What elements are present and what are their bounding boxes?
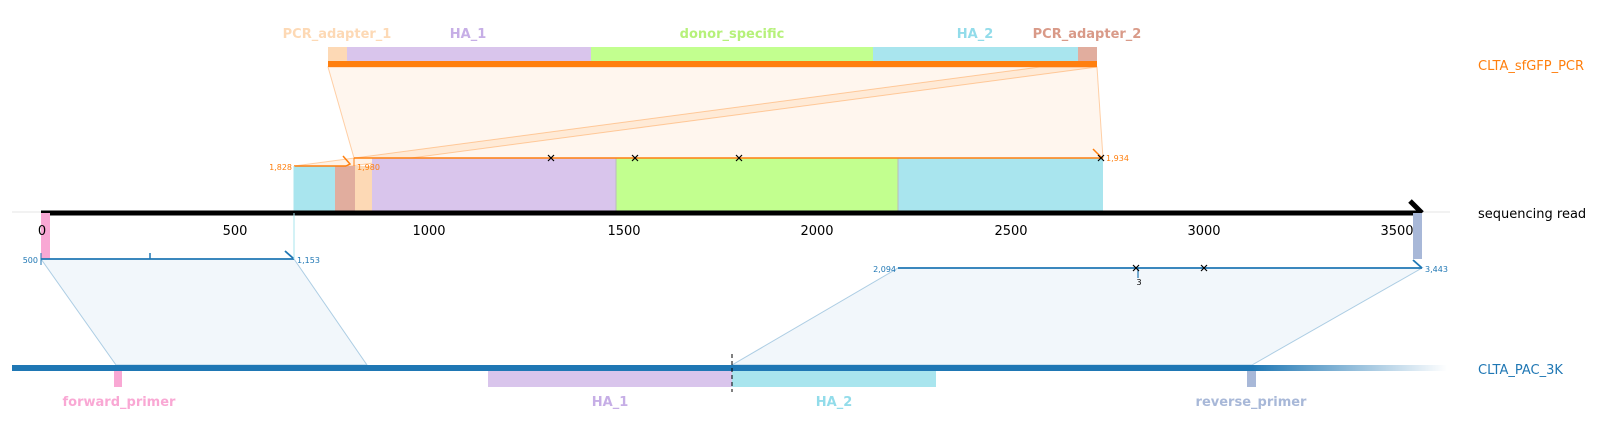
target-mismatch-marks [1132,264,1208,272]
read-block-pcr-adapter-1 [355,166,372,213]
donor-label-pcr-adapter-1: PCR_adapter_1 [283,27,392,42]
target-alignment-right: 3 2,094 3,443 [730,259,1448,366]
read-arrowhead [1408,199,1424,215]
mismatch-mark [1097,154,1105,162]
donor-label-ha-1: HA_1 [450,27,487,42]
donor-feature-pcr-adapter-2 [1078,47,1097,64]
target-alignment-right-arrow [1412,259,1423,269]
donor-align-query-end: 1,934 [1106,154,1129,163]
donor-line [328,61,1097,67]
donor-label-donor-specific: donor_specific [680,27,785,42]
tick-label: 3500 [1380,224,1413,239]
read-feature-blocks [294,158,1103,213]
donor-track: PCR_adapter_1 HA_1 donor_specific HA_2 P… [283,27,1584,74]
tick-label: 2500 [994,224,1027,239]
donor-feature-ha-2 [873,47,1078,64]
target-align-left-start: 500 [23,256,38,265]
donor-alignment-on-read: 1,828 1,980 1,934 [269,148,1129,213]
donor-align-query-mid: 1,980 [357,163,380,172]
read-forward-primer-block [41,213,50,259]
donor-alignment-shading [293,66,1104,167]
target-align-left-end: 1,153 [297,256,320,265]
read-block-ha-1 [372,158,616,213]
mismatch-mark [735,154,743,162]
tick-label: 1000 [412,224,445,239]
donor-align-query-start: 1,828 [269,163,292,172]
tick-label: 3000 [1187,224,1220,239]
read-block-ha-2-right [898,158,1103,213]
target-align-right-end: 3,443 [1425,265,1448,274]
target-label-reverse-primer: reverse_primer [1196,395,1308,410]
read-block-ha-2-left [294,166,335,213]
target-alignment-right-band [730,267,1424,366]
donor-align-arrow-left [342,155,352,167]
target-line-fade [1252,365,1447,371]
donor-feature-donor-specific [591,47,873,64]
donor-label-pcr-adapter-2: PCR_adapter_2 [1033,27,1142,42]
target-align-right-indel: 3 [1136,278,1141,287]
mismatch-mark [1132,264,1140,272]
read-name: sequencing read [1478,207,1586,222]
donor-mismatch-marks [547,154,1105,162]
target-track: forward_primer HA_1 HA_2 reverse_primer … [12,354,1563,410]
donor-feature-ha-1 [347,47,591,64]
donor-label-ha-2: HA_2 [957,27,994,42]
target-alignment-left-band [40,258,368,366]
donor-align-arrow-right [1092,148,1104,159]
mismatch-mark [547,154,555,162]
mismatch-mark [631,154,639,162]
target-label-forward-primer: forward_primer [63,395,177,410]
mismatch-mark [1200,264,1208,272]
target-align-right-start: 2,094 [873,265,896,274]
tick-label: 1500 [607,224,640,239]
read-track: 0 500 1000 1500 2000 2500 3000 3500 sequ… [12,199,1586,259]
target-feature-forward-primer [114,371,122,387]
target-line [12,365,1252,371]
target-alignment-left: 500 1,153 [23,213,368,366]
tick-label: 0 [38,224,46,239]
read-ticks: 0 500 1000 1500 2000 2500 3000 3500 [38,224,1414,239]
target-name: CLTA_PAC_3K [1478,363,1563,378]
target-feature-ha-1 [488,371,732,387]
target-label-ha-1: HA_1 [592,395,629,410]
read-block-pcr-adapter-2 [335,166,355,213]
target-feature-ha-2 [732,371,936,387]
tick-label: 500 [223,224,248,239]
tick-label: 2000 [800,224,833,239]
read-block-donor-specific [616,158,898,213]
read-reverse-primer-block [1413,213,1422,259]
target-feature-reverse-primer [1247,371,1256,387]
donor-name: CLTA_sfGFP_PCR [1478,59,1584,74]
target-alignment-left-arrow [284,250,295,260]
donor-feature-pcr-adapter-1 [328,47,347,64]
target-label-ha-2: HA_2 [816,395,853,410]
